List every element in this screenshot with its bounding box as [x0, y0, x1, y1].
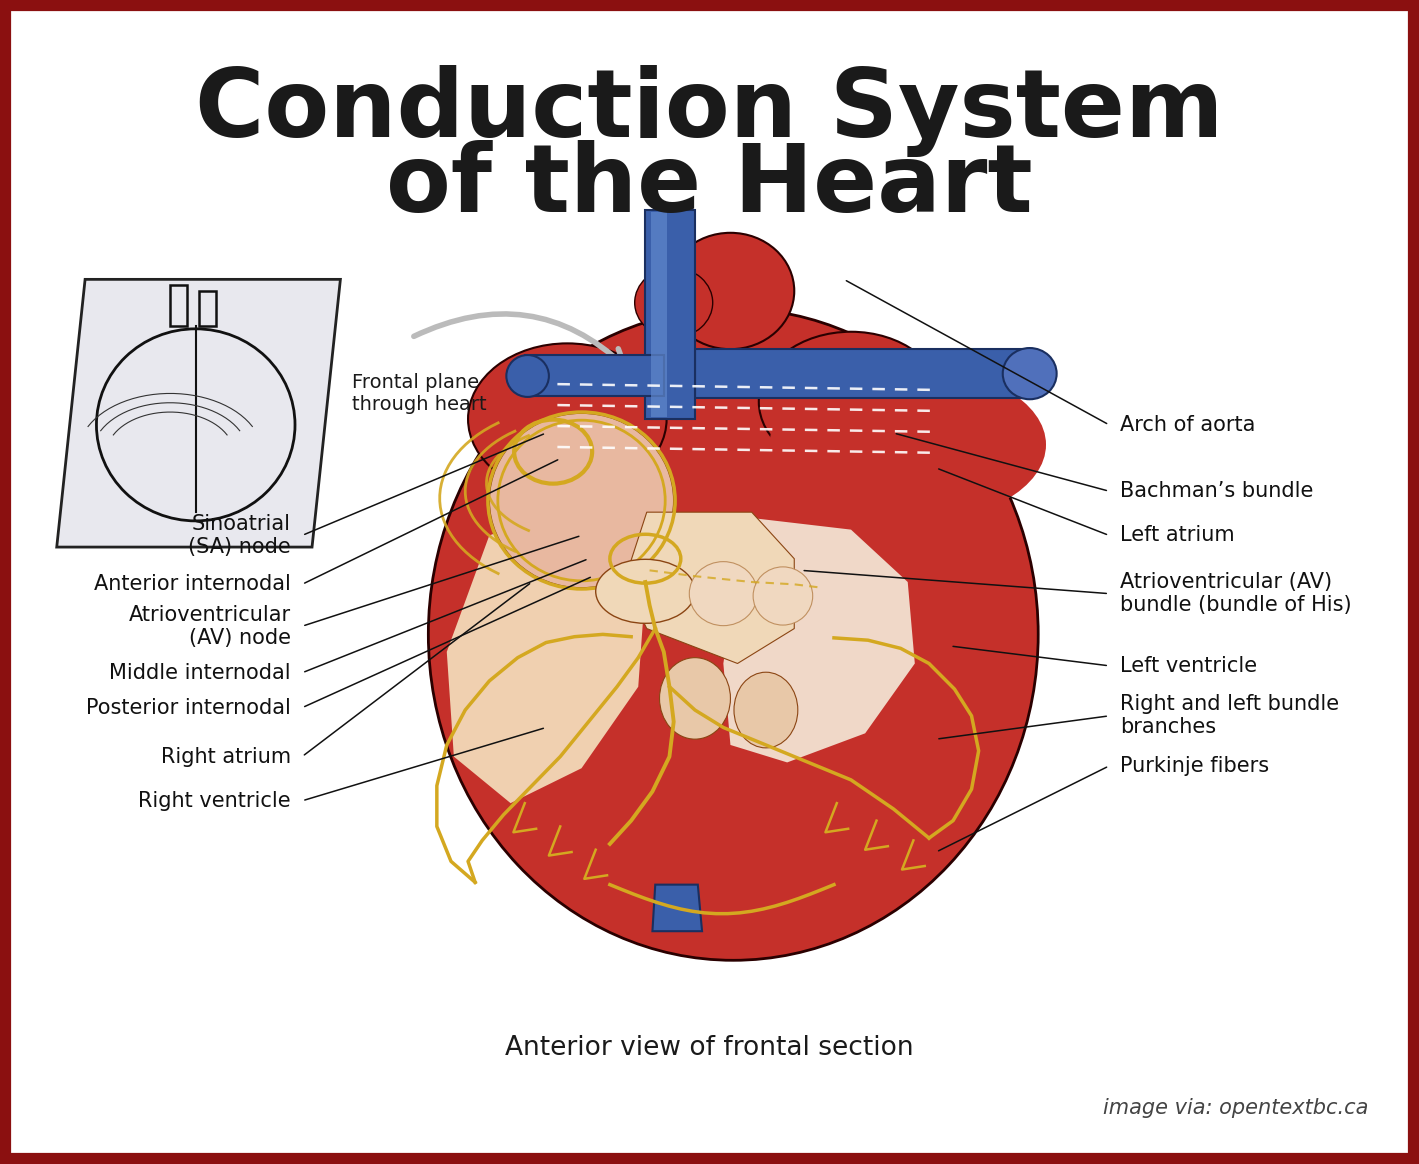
Ellipse shape — [468, 343, 667, 495]
Ellipse shape — [660, 658, 731, 739]
Ellipse shape — [769, 365, 1046, 524]
Text: Frontal plane
through heart: Frontal plane through heart — [352, 372, 487, 414]
Ellipse shape — [634, 268, 712, 338]
Text: Anterior view of frontal section: Anterior view of frontal section — [505, 1035, 914, 1060]
Text: Middle internodal: Middle internodal — [109, 662, 291, 683]
Polygon shape — [447, 512, 646, 803]
Text: Atrioventricular (AV)
bundle (bundle of His): Atrioventricular (AV) bundle (bundle of … — [1121, 572, 1352, 616]
Ellipse shape — [759, 332, 944, 471]
Text: Left ventricle: Left ventricle — [1121, 655, 1257, 676]
Ellipse shape — [1003, 348, 1057, 399]
Text: Conduction System: Conduction System — [194, 64, 1223, 157]
Polygon shape — [724, 518, 915, 762]
Ellipse shape — [507, 355, 549, 397]
Text: image via: opentextbc.ca: image via: opentextbc.ca — [1104, 1098, 1369, 1119]
Text: Purkinje fibers: Purkinje fibers — [1121, 755, 1270, 776]
Text: Posterior internodal: Posterior internodal — [87, 697, 291, 718]
Polygon shape — [695, 349, 1036, 398]
Ellipse shape — [734, 673, 797, 747]
Polygon shape — [651, 212, 667, 417]
Ellipse shape — [490, 413, 674, 588]
Text: Atrioventricular
(AV) node: Atrioventricular (AV) node — [129, 604, 291, 648]
Text: Right ventricle: Right ventricle — [138, 790, 291, 811]
Text: Right and left bundle
branches: Right and left bundle branches — [1121, 694, 1340, 738]
Ellipse shape — [690, 562, 758, 626]
Ellipse shape — [596, 560, 695, 624]
Polygon shape — [57, 279, 341, 547]
Text: Bachman’s bundle: Bachman’s bundle — [1121, 481, 1314, 502]
Text: Left atrium: Left atrium — [1121, 525, 1235, 546]
Polygon shape — [646, 210, 695, 419]
Polygon shape — [624, 512, 795, 663]
Polygon shape — [525, 355, 664, 396]
Ellipse shape — [429, 308, 1039, 960]
Text: Sinoatrial
(SA) node: Sinoatrial (SA) node — [187, 513, 291, 558]
Text: Right atrium: Right atrium — [160, 746, 291, 767]
Ellipse shape — [753, 567, 813, 625]
Text: Arch of aorta: Arch of aorta — [1121, 414, 1256, 435]
Ellipse shape — [667, 233, 795, 349]
Text: Anterior internodal: Anterior internodal — [94, 574, 291, 595]
Polygon shape — [653, 885, 702, 931]
Text: of the Heart: of the Heart — [386, 140, 1033, 233]
